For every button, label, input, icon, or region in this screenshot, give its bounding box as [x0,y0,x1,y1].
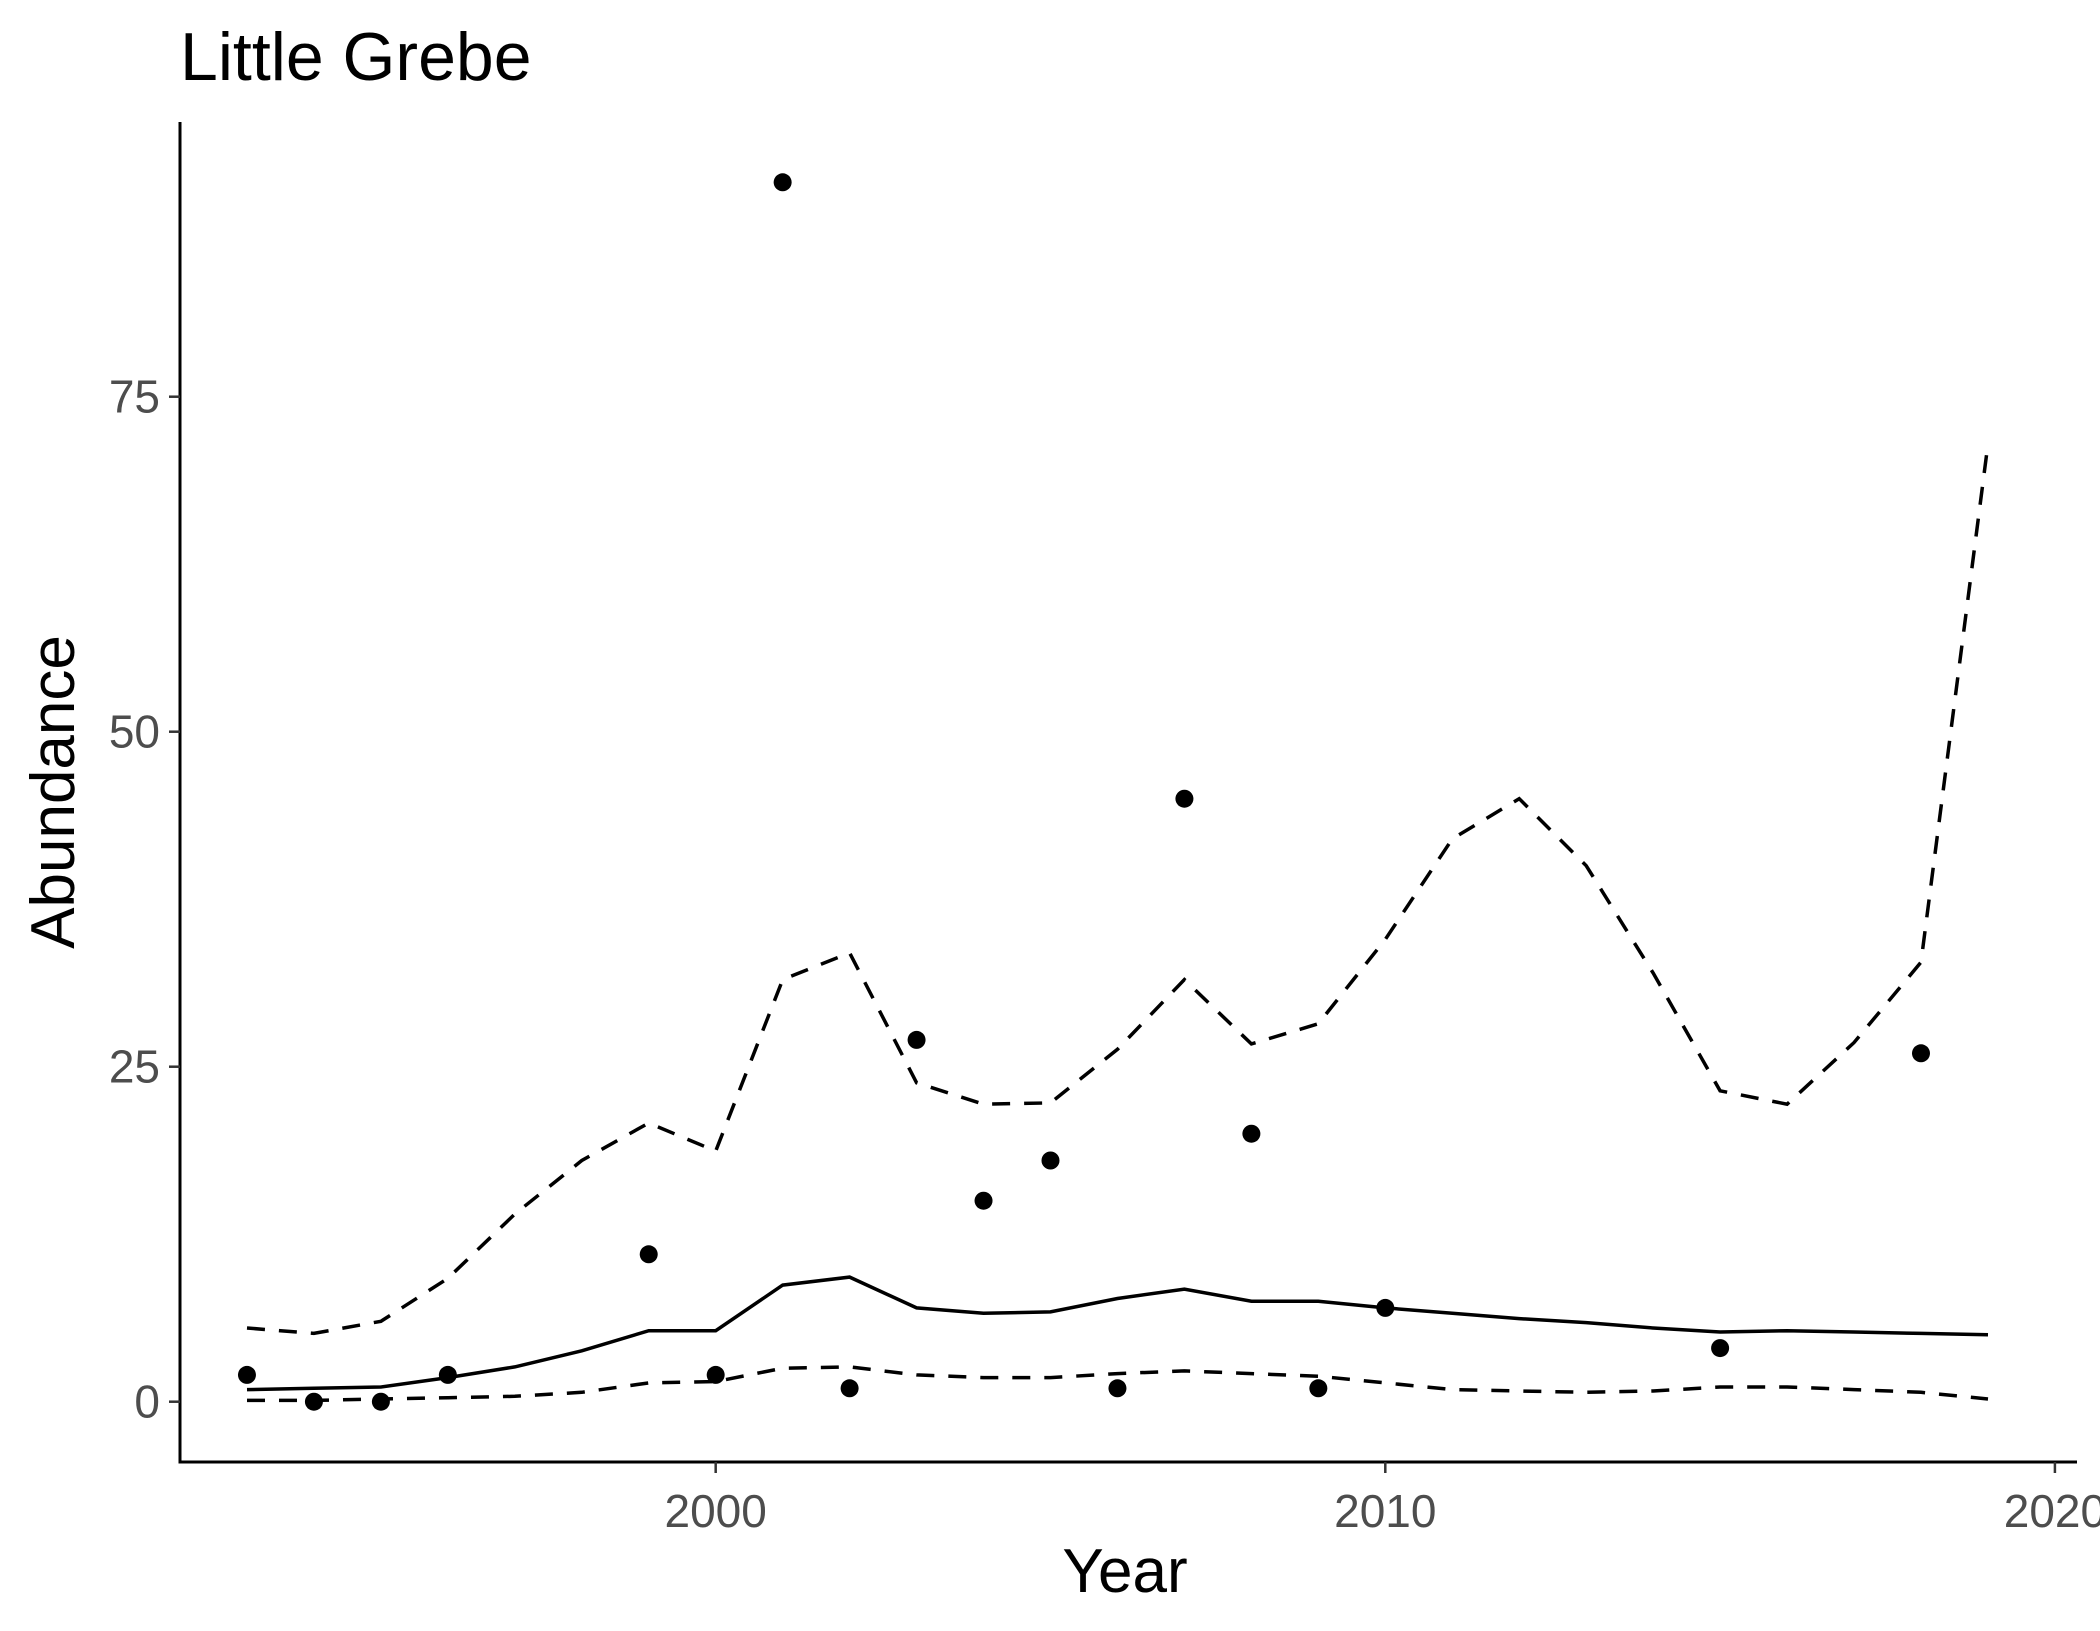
data-point [773,173,792,192]
x-axis: 2000 2010 2020 [178,1460,2100,1537]
x-tick-label: 2010 [1334,1485,1436,1537]
points-group [237,173,1930,1411]
data-point [438,1365,457,1384]
data-point [1309,1379,1328,1398]
y-tick-label: 50 [109,706,160,758]
series-group [246,443,1990,1403]
data-point [1242,1124,1261,1143]
data-point [1108,1379,1127,1398]
x-tick-label: 2000 [665,1485,767,1537]
data-point [639,1245,658,1264]
y-axis: 0 25 50 75 [109,122,182,1463]
lower-bound-line [247,1365,1989,1403]
data-point [840,1379,859,1398]
x-axis-title: Year [1062,1537,1187,1606]
x-tick-label: 2020 [2004,1485,2100,1537]
chart-title: Little Grebe [180,19,532,95]
y-tick-label: 0 [134,1376,160,1428]
data-point [237,1365,256,1384]
data-point [1376,1298,1395,1317]
data-point [1041,1151,1060,1170]
data-point [706,1365,725,1384]
data-point [371,1392,390,1411]
data-point [304,1392,323,1411]
y-tick-label: 75 [109,371,160,423]
y-axis-title: Abundance [19,635,88,949]
trend-line [246,1275,1989,1392]
data-point [1711,1339,1730,1358]
upper-bound-line [246,443,1990,1336]
data-point [907,1030,926,1049]
data-point [1175,789,1194,808]
y-tick-label: 25 [109,1041,160,1093]
data-point [1911,1044,1930,1063]
data-point [974,1191,993,1210]
